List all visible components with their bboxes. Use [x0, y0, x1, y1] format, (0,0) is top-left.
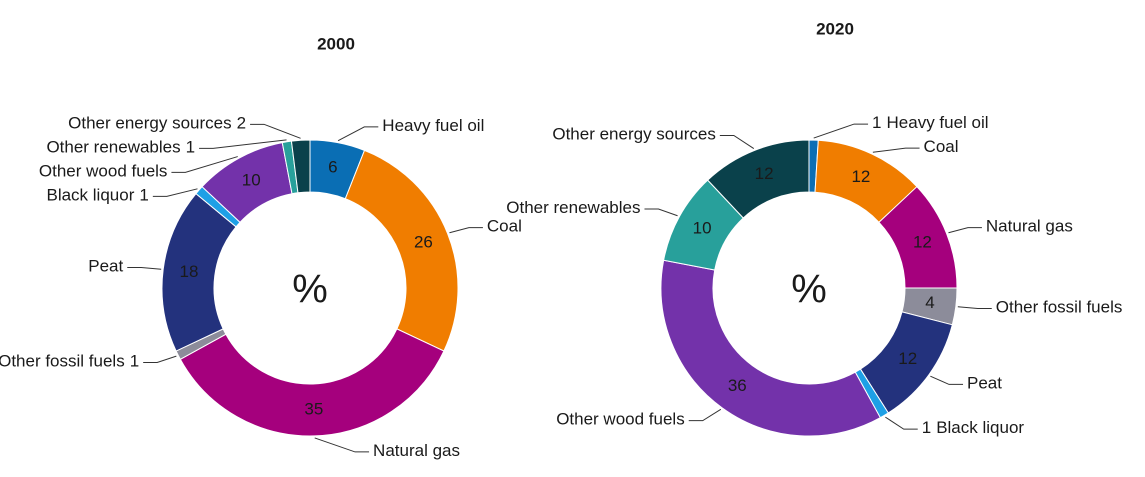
category-name: Heavy fuel oil: [887, 114, 989, 133]
leader-line: [199, 139, 287, 149]
value-label: 6: [328, 158, 337, 177]
category-name: Other energy sources: [68, 114, 231, 133]
slice: [344, 149, 459, 352]
category-name: Other wood fuels: [556, 410, 685, 429]
category-name: Peat: [967, 374, 1002, 393]
leader-line: [872, 147, 920, 153]
category-label: Other wood fuels: [556, 410, 685, 429]
leader-line: [930, 375, 964, 385]
slice: [706, 139, 810, 219]
value-label: 1: [130, 352, 139, 371]
value-label: 2: [237, 114, 246, 133]
category-name: Coal: [924, 138, 959, 157]
leader-line: [127, 266, 162, 270]
category-name: Black liquor: [46, 186, 134, 205]
leader-line: [250, 123, 301, 139]
leader-line: [152, 188, 198, 197]
category-label: Other fossil fuels 1: [0, 352, 139, 371]
category-name: Other fossil fuels: [0, 352, 125, 371]
value-label: 1: [922, 419, 931, 438]
slice: [179, 328, 445, 437]
leader-line: [337, 126, 379, 142]
chart-title: 2020: [816, 19, 854, 38]
leader-line: [719, 135, 755, 149]
category-name: Coal: [487, 217, 522, 236]
slice: [660, 259, 881, 437]
category-name: Other energy sources: [552, 125, 715, 144]
value-label: 12: [913, 233, 932, 252]
value-label: 26: [414, 233, 433, 252]
category-label: Other energy sources: [552, 125, 715, 144]
category-label: Natural gas: [986, 217, 1073, 236]
value-label: 1: [186, 138, 195, 157]
center-label: %: [791, 268, 827, 312]
value-label: 10: [693, 219, 712, 238]
category-label: Other renewables 1: [46, 138, 195, 157]
chart-title: 2000: [317, 34, 355, 53]
category-label: Coal: [487, 217, 522, 236]
value-label: 35: [304, 399, 323, 418]
value-label: 1: [872, 114, 881, 133]
value-label: 1: [139, 186, 148, 205]
category-label: Other wood fuels: [39, 162, 168, 181]
leader-line: [143, 355, 177, 363]
value-label: 12: [898, 349, 917, 368]
value-label: 10: [242, 171, 261, 190]
category-name: Natural gas: [373, 441, 460, 460]
value-label: 36: [728, 376, 747, 395]
category-label: Coal: [924, 138, 959, 157]
category-label: Natural gas: [373, 441, 460, 460]
leader-line: [171, 156, 238, 173]
category-label: 1 Heavy fuel oil: [872, 114, 989, 133]
center-label: %: [292, 268, 328, 312]
leader-line: [688, 408, 722, 422]
category-name: Other fossil fuels: [996, 298, 1123, 317]
category-name: Heavy fuel oil: [382, 116, 484, 135]
category-label: Other renewables: [506, 198, 640, 217]
category-label: Other energy sources 2: [68, 114, 246, 133]
category-name: Black liquor: [936, 419, 1024, 438]
leader-line: [813, 123, 869, 139]
category-label: Other fossil fuels: [996, 298, 1123, 317]
leader-line: [449, 227, 483, 234]
category-name: Other renewables: [506, 198, 640, 217]
value-label: 12: [851, 167, 870, 186]
category-name: Natural gas: [986, 217, 1073, 236]
category-label: Peat: [967, 374, 1002, 393]
category-label: Heavy fuel oil: [382, 116, 484, 135]
category-name: Other renewables: [46, 138, 180, 157]
value-label: 18: [180, 262, 199, 281]
category-label: Black liquor 1: [46, 186, 148, 205]
category-name: Other wood fuels: [39, 162, 168, 181]
leader-line: [957, 306, 992, 310]
value-label: 4: [925, 293, 934, 312]
category-label: 1 Black liquor: [922, 419, 1025, 438]
category-label: Peat: [88, 257, 123, 276]
category-name: Peat: [88, 257, 123, 276]
leader-line: [948, 227, 982, 234]
leader-line: [644, 208, 678, 217]
leader-line: [885, 416, 918, 430]
slice: [290, 139, 311, 194]
leader-line: [314, 437, 370, 453]
value-label: 12: [755, 164, 774, 183]
